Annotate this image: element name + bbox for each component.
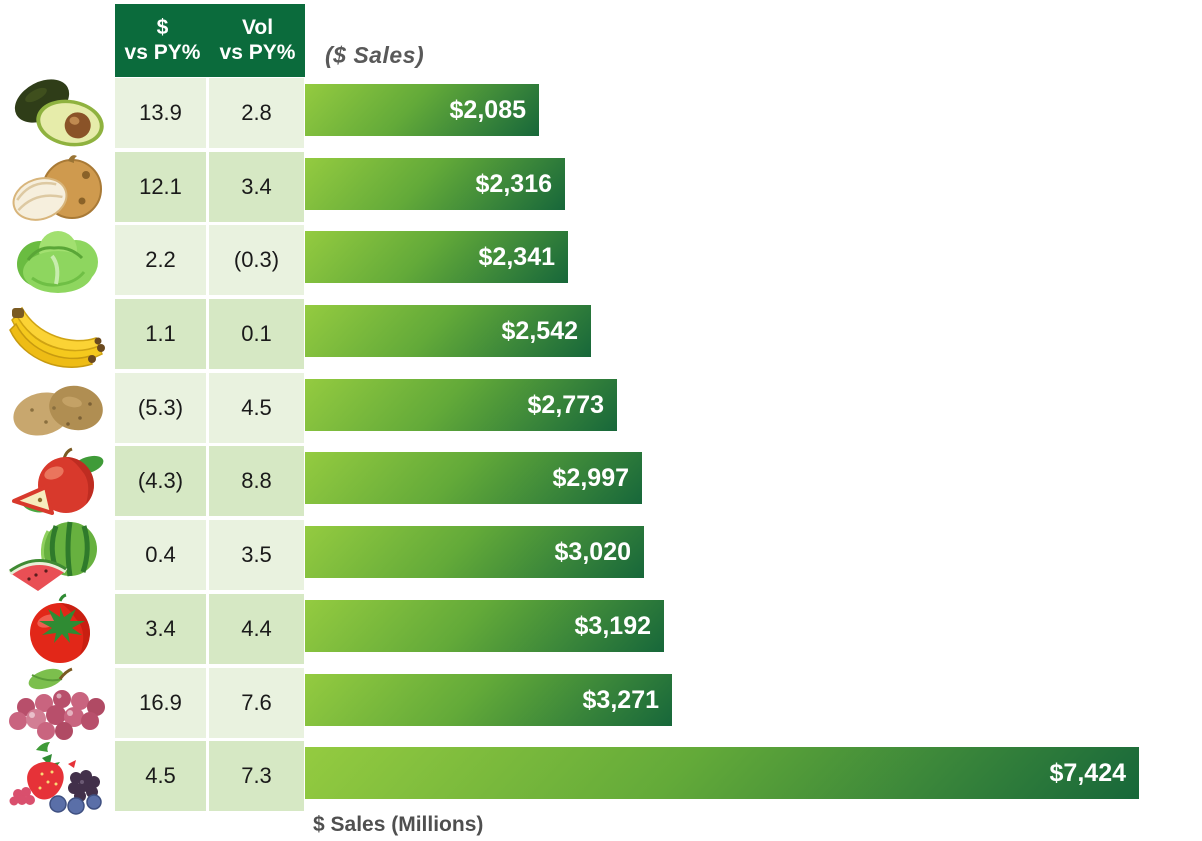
onion-image: [2, 149, 114, 227]
dollar-vs-py-value: 1.1: [115, 299, 206, 369]
potatoes-image: [2, 370, 114, 448]
vol-vs-py-value: 3.5: [209, 520, 304, 590]
dollar-vs-py-value: (5.3): [115, 373, 206, 443]
vol-vs-py-value: (0.3): [209, 225, 304, 295]
vol-vs-py-value: 7.3: [209, 741, 304, 811]
table-row: (5.3) 4.5 $2,773: [0, 373, 1202, 443]
sales-bar: $2,773: [305, 379, 617, 431]
dollar-vs-py-value: 16.9: [115, 668, 206, 738]
apple-image: [2, 443, 114, 521]
sales-bar: $2,542: [305, 305, 591, 357]
dollar-vs-py-value: 12.1: [115, 152, 206, 222]
vol-vs-py-value: 4.4: [209, 594, 304, 664]
table-row: 2.2 (0.3) $2,341: [0, 225, 1202, 295]
sales-bar: $3,192: [305, 600, 664, 652]
sales-bar: $7,424: [305, 747, 1139, 799]
dollar-vs-py-value: 3.4: [115, 594, 206, 664]
col1-line1: $: [156, 15, 169, 39]
x-axis-label: $ Sales (Millions): [313, 813, 484, 836]
tomato-image: [2, 591, 114, 669]
avocado-image: [2, 75, 114, 153]
dollar-vs-py-value: 4.5: [115, 741, 206, 811]
watermelon-image: [2, 517, 114, 595]
col1-line2: vs PY%: [124, 40, 201, 64]
chart-caption: ($ Sales): [325, 42, 425, 68]
vol-vs-py-value: 0.1: [209, 299, 304, 369]
table-row: (4.3) 8.8 $2,997: [0, 446, 1202, 516]
sales-bar: $2,316: [305, 158, 565, 210]
table-row: 4.5 7.3 $7,424: [0, 741, 1202, 815]
sales-bar: $3,271: [305, 674, 672, 726]
dollar-vs-py-value: 13.9: [115, 78, 206, 148]
table-row: 16.9 7.6 $3,271: [0, 667, 1202, 740]
col2-line2: vs PY%: [219, 40, 296, 64]
column-header-dollar-vs-py: $ vs PY%: [115, 4, 210, 77]
berries-image: [2, 738, 114, 816]
table-row: 13.9 2.8 $2,085: [0, 78, 1202, 148]
vol-vs-py-value: 7.6: [209, 668, 304, 738]
bananas-image: [2, 296, 114, 374]
dollar-vs-py-value: 0.4: [115, 520, 206, 590]
col2-line1: Vol: [241, 15, 274, 39]
vol-vs-py-value: 8.8: [209, 446, 304, 516]
table-header: $ vs PY% Vol vs PY%: [115, 4, 305, 77]
table-row: 12.1 3.4 $2,316: [0, 152, 1202, 222]
table-row: 1.1 0.1 $2,542: [0, 299, 1202, 369]
dollar-vs-py-value: 2.2: [115, 225, 206, 295]
dollar-vs-py-value: (4.3): [115, 446, 206, 516]
sales-bar: $2,085: [305, 84, 539, 136]
table-row: 0.4 3.5 $3,020: [0, 520, 1202, 591]
table-row: 3.4 4.4 $3,192: [0, 593, 1202, 664]
sales-bar: $2,997: [305, 452, 642, 504]
sales-bar: $3,020: [305, 526, 644, 578]
lettuce-image: [2, 222, 114, 300]
sales-bar: $2,341: [305, 231, 568, 283]
vol-vs-py-value: 2.8: [209, 78, 304, 148]
column-header-vol-vs-py: Vol vs PY%: [210, 4, 305, 77]
vol-vs-py-value: 4.5: [209, 373, 304, 443]
vol-vs-py-value: 3.4: [209, 152, 304, 222]
grapes-image: [2, 665, 114, 743]
